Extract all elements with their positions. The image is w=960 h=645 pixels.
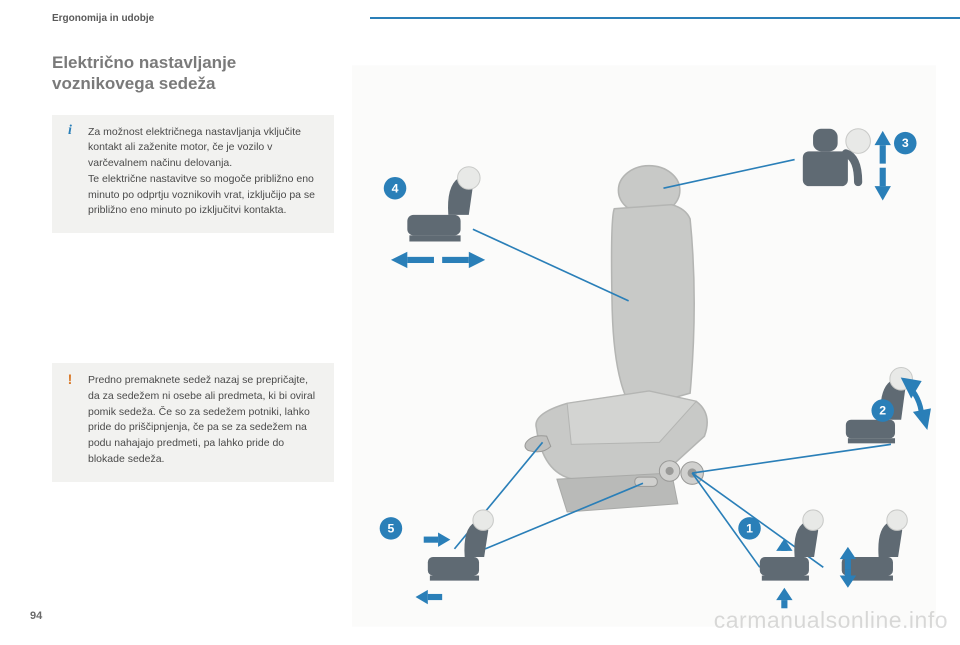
page-number: 94 <box>30 610 42 622</box>
section-title: Električno nastavljanje voznikovega sede… <box>52 52 334 95</box>
left-column: Električno nastavljanje voznikovega sede… <box>52 52 352 640</box>
svg-text:5: 5 <box>388 521 395 535</box>
title-line-1: Električno nastavljanje <box>52 53 236 72</box>
warning-box: ! Predno premaknete sedež nazaj se prepr… <box>52 363 334 482</box>
page-content: Električno nastavljanje voznikovega sede… <box>0 36 960 640</box>
warning-box-text: Predno premaknete sedež nazaj se preprič… <box>88 373 322 468</box>
warning-icon: ! <box>62 371 78 387</box>
title-line-2: voznikovega sedeža <box>52 74 215 93</box>
right-column: 1 2 3 4 5 <box>352 52 936 640</box>
seat-diagram: 1 2 3 4 5 <box>352 52 936 640</box>
info-icon: i <box>62 123 78 139</box>
header-section-label: Ergonomija in udobje <box>52 13 154 24</box>
svg-text:2: 2 <box>879 404 886 418</box>
svg-text:4: 4 <box>392 181 399 195</box>
svg-text:3: 3 <box>902 136 909 150</box>
page-header: Ergonomija in udobje <box>0 0 960 36</box>
header-rule <box>370 17 960 19</box>
watermark: carmanualsonline.info <box>714 607 948 634</box>
info-box-text: Za možnost električnega nastavljanja vkl… <box>88 125 322 220</box>
svg-text:1: 1 <box>746 521 753 535</box>
info-box: i Za možnost električnega nastavljanja v… <box>52 115 334 234</box>
